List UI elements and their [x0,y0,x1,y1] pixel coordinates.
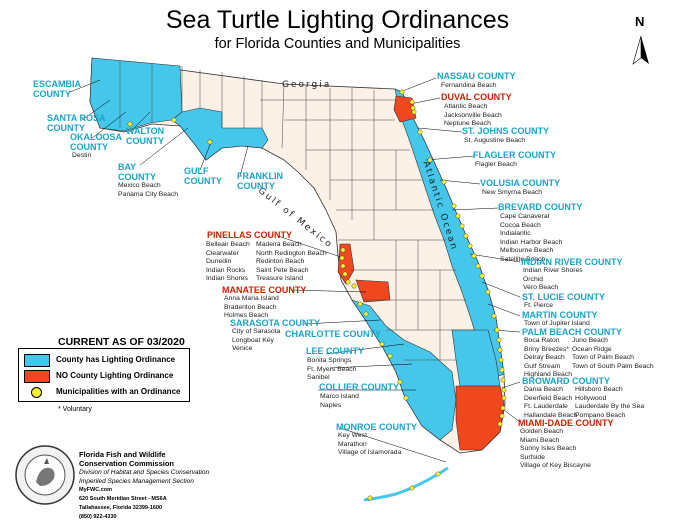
voluntary-footnote: * Voluntary [58,406,92,413]
martin-label: MARTIN COUNTY [522,310,598,320]
georgia-label: Georgia [282,80,332,90]
north-label: N [635,14,645,29]
miami-dade-label: MIAMI-DADE COUNTY [518,418,614,428]
legend-swatch-blue [24,354,50,367]
santa-rosa-label: SANTA ROSA COUNTY [47,113,106,133]
map-legend: County has Lighting Ordinance NO County … [18,348,190,402]
bay-label: BAY COUNTY [118,162,156,182]
nassau-label: NASSAU COUNTY [437,71,516,81]
st-lucie-munis: Ft. Pierce [524,302,554,309]
collier-label: COLLIER COUNTY [319,382,399,392]
franklin-label: FRANKLIN COUNTY [237,171,283,191]
st-johns-munis: St. Augustine Beach [464,137,526,144]
st-johns-label: ST. JOHNS COUNTY [462,126,550,136]
pinellas-county-shape [337,243,355,285]
agency-address-1: 620 South Meridian Street - MS6A [79,496,167,502]
bay-munis: Mexico Beach Panama City Beach [118,182,179,198]
flagler-label: FLAGLER COUNTY [473,150,556,160]
fwc-seal-logo [15,445,75,505]
nassau-munis: Fernandina Beach [441,82,497,89]
agency-phone: (850) 922-4330 [79,514,117,520]
monroe-munis: Key West Marathon Village of Islamorada [338,432,402,456]
pinellas-label: PINELLAS COUNTY [207,230,293,240]
sarasota-label: SARASOTA COUNTY [230,318,320,328]
brevard-label: BREVARD COUNTY [498,202,583,212]
palm-beach-label: PALM BEACH COUNTY [522,327,622,337]
palm-beach-munis-1: Boca Raton Briny Breezes* Delray Beach Gul… [524,337,572,378]
agency-section: Imperiled Species Management Section [79,478,194,485]
duval-munis: Atlantic Beach Jacksonville Beach Neptune … [444,103,502,127]
miami-dade-munis: Golden Beach Miami Beach Sunny Isles Beach… [520,428,591,469]
florida-keys [363,466,449,502]
current-as-of: CURRENT AS OF 03/2020 [58,336,185,348]
broward-munis-1: Dania Beach Deerfield Beach Ft. Lauderdale… [524,386,578,419]
north-arrow-icon [632,35,649,65]
municipality-markers [127,89,507,501]
lee-munis: Bonita Springs Ft. Myers Beach Sanibel [307,357,357,381]
palm-beach-munis-2: Juno Beach Ocean Ridge Town of Palm Beach … [572,337,654,370]
map-title: Sea Turtle Lighting Ordinances [165,6,510,34]
panhandle-counties [89,57,183,132]
pinellas-munis-2: Madeira Beach North Redington Beach Redint… [256,241,327,282]
collier-munis: Marco Island Naples [320,393,359,409]
volusia-label: VOLUSIA COUNTY [480,178,561,188]
monroe-label: MONROE COUNTY [336,422,417,432]
legend-swatch-red [24,370,50,383]
agency-name-2: Conservation Commission [79,459,175,468]
indian-river-munis: Indian River Shores Orchid Vero Beach [523,267,583,291]
manatee-munis: Anna Maria Island Bradenton Beach Holmes B… [224,295,279,319]
brevard-munis: Cape Canaveral Cocoa Beach Indialantic Ind… [500,213,563,263]
agency-division: Division of Habitat and Species Conserva… [79,469,210,476]
volusia-munis: New Smyrna Beach [482,189,543,196]
lee-label: LEE COUNTY [306,346,365,356]
walton-label: WALTON COUNTY [126,126,165,146]
agency-address-2: Tallahassee, Florida 32399-1600 [79,505,163,511]
flagler-munis: Flagler Beach [475,161,517,168]
okaloosa-munis: Destin [72,152,92,159]
sarasota-munis: City of Sarasota Longboat Key Venice [232,328,281,352]
broward-munis-2: Hillsboro Beach Hollywood Lauderdale By th… [575,386,645,419]
east-coast-counties [394,88,505,381]
agency-block: Florida Fish and Wildlife Conservation C… [79,450,209,522]
agency-name-1: Florida Fish and Wildlife [79,450,166,459]
miami-dade-county-shape [455,385,505,451]
agency-web[interactable]: MyFWC.com [79,487,112,493]
gulf-county-label: GULF COUNTY [184,166,222,186]
broward-label: BROWARD COUNTY [522,376,610,386]
okaloosa-label: OKALOOSA COUNTY [70,132,122,152]
map-subtitle: for Florida Counties and Municipalities [214,36,461,52]
charlotte-label: CHARLOTTE COUNTY [285,329,381,339]
legend-dot-icon [31,387,42,398]
indian-river-label: INDIAN RIVER COUNTY [521,257,623,267]
manatee-label: MANATEE COUNTY [222,285,307,295]
county-borders [119,60,476,361]
southwest-counties [351,299,457,441]
duval-label: DUVAL COUNTY [441,92,512,102]
martin-munis: Town of Jupiter Island [524,320,590,327]
escambia-label: ESCAMBIA COUNTY [33,79,81,99]
pinellas-munis-1: Belleair Beach Clearwater Dunedin Indian R… [206,241,250,282]
st-lucie-label: ST. LUCIE COUNTY [522,292,606,302]
leader-lines [69,77,521,463]
